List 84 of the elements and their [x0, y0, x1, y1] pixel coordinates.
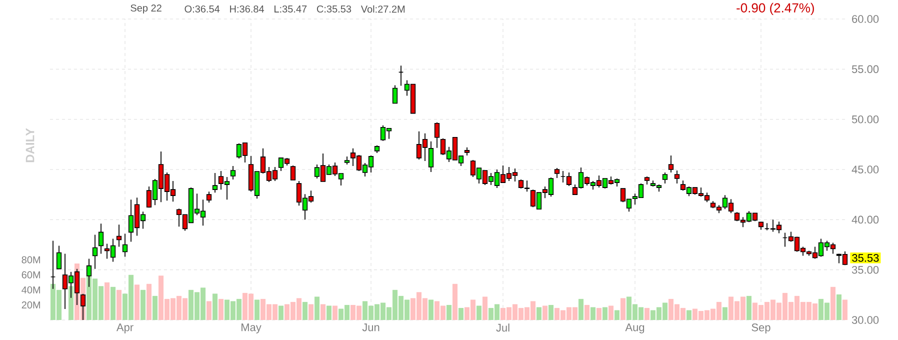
bar [482, 296, 488, 320]
bar [110, 286, 116, 320]
bar [308, 304, 314, 320]
text: Sep 22 [130, 4, 162, 14]
bar [842, 300, 848, 320]
candlestick [434, 122, 440, 148]
bar [458, 308, 464, 320]
bar [446, 304, 452, 320]
candlestick [92, 234, 98, 270]
candlestick [206, 191, 212, 204]
bar [140, 290, 146, 320]
y-tick-label: 40.00 [852, 216, 879, 224]
bar [452, 284, 458, 320]
text: O:36.54 [184, 5, 220, 13]
candlestick [116, 224, 122, 248]
bar [104, 282, 110, 320]
bar [314, 296, 320, 320]
bar [152, 296, 158, 320]
y-tick-label: 60.00 [852, 15, 879, 23]
text: -0.90 (2.47%) [736, 2, 814, 16]
bar [146, 284, 152, 320]
x-tick-label: Sep [752, 324, 770, 334]
bar [746, 296, 752, 320]
candlestick [674, 170, 680, 184]
y-tick-label: 35.00 [852, 266, 879, 274]
candlestick [428, 140, 434, 172]
candlestick [392, 84, 398, 104]
y2-tick-label: 60M [22, 271, 40, 278]
bar [542, 306, 548, 320]
bar [620, 298, 626, 320]
candlestick [662, 172, 668, 184]
bar [116, 290, 122, 320]
text: C:35.53 [316, 5, 352, 13]
text: 35.53 [852, 254, 879, 262]
bar [278, 306, 284, 320]
x-tick-label: Apr [116, 324, 134, 334]
candlestick [98, 223, 104, 254]
bar [590, 307, 596, 320]
bar [536, 307, 542, 320]
y-tick-label: 45.00 [852, 166, 879, 174]
x-tick-label: May [242, 324, 262, 334]
bar [548, 304, 554, 320]
candlestick [122, 233, 128, 258]
text: H:36.84 [230, 5, 264, 13]
y2-tick-label: 40M [22, 286, 40, 294]
bar [206, 301, 212, 320]
y-tick-label: 30.00 [852, 316, 879, 324]
bar [830, 286, 836, 320]
x-tick-label: Aug [625, 324, 644, 334]
bar [836, 294, 842, 320]
bar [302, 302, 308, 320]
bar [686, 310, 692, 320]
bar [134, 284, 140, 320]
bar [644, 308, 650, 320]
bar [320, 304, 326, 320]
y2-tick-label: 20M [22, 301, 40, 308]
bar [332, 306, 338, 320]
candlestick [290, 165, 296, 180]
bar [68, 286, 74, 320]
candlestick [212, 172, 218, 194]
candlestick [554, 168, 560, 178]
x-tick-label: Jun [362, 324, 380, 332]
bar [614, 310, 620, 320]
bar [476, 306, 482, 320]
y-tick-label: 55.00 [852, 65, 879, 74]
bar [722, 307, 728, 320]
bar [584, 304, 590, 320]
candlestick [230, 166, 236, 180]
x-tick-label: Jul [496, 324, 510, 332]
bar [212, 294, 218, 320]
bar [326, 306, 332, 320]
bar [428, 300, 434, 320]
bar [254, 300, 260, 320]
bar [218, 298, 224, 320]
bar [608, 306, 614, 320]
text: Vol:27.2M [360, 5, 405, 13]
bar [578, 298, 584, 320]
candlestick [56, 245, 62, 270]
bar [596, 308, 602, 320]
candlestick [668, 155, 674, 173]
text: L:35.47 [274, 5, 307, 13]
y-tick-label: 50.00 [852, 115, 879, 124]
bar [602, 307, 608, 320]
y2-tick-label: 80M [22, 256, 40, 264]
